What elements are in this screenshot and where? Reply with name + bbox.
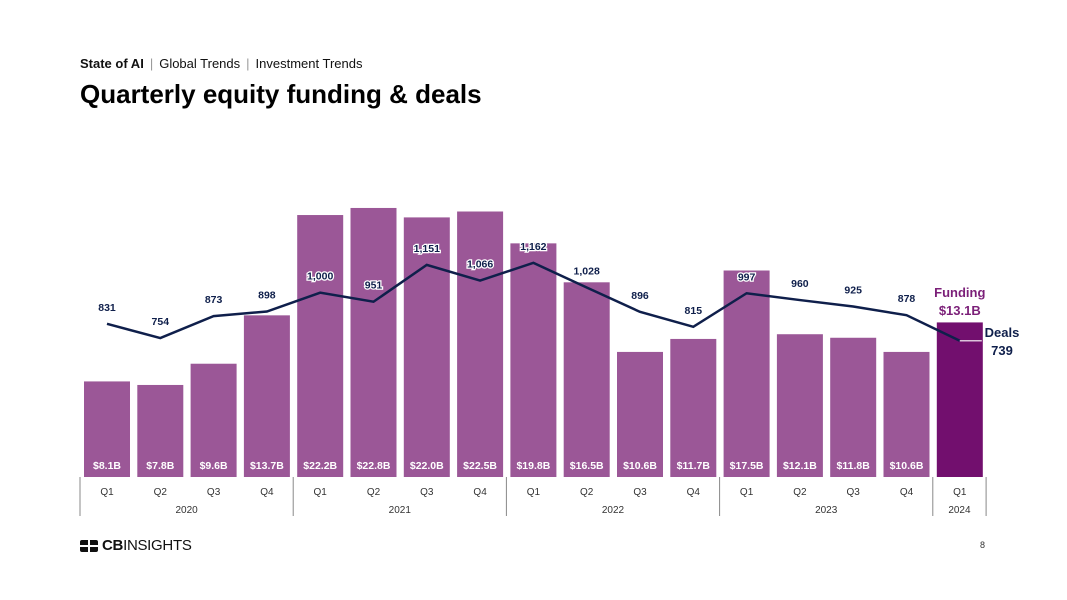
quarter-label: Q4	[473, 487, 487, 498]
funding-label: $17.5B	[730, 460, 764, 472]
funding-label: $9.6B	[200, 460, 228, 472]
cbinsights-logo: CBINSIGHTS	[80, 537, 192, 554]
funding-bar	[403, 217, 450, 477]
year-label: 2024	[948, 505, 971, 516]
year-label: 2023	[815, 505, 838, 516]
quarter-label: Q3	[847, 487, 861, 498]
quarter-label: Q2	[154, 487, 168, 498]
quarter-label: Q3	[207, 487, 221, 498]
breadcrumb-sub1[interactable]: Global Trends	[159, 56, 241, 71]
funding-label: $22.5B	[463, 460, 497, 472]
funding-label: $11.8B	[837, 460, 871, 472]
deals-label: 1,162	[520, 241, 546, 253]
funding-bar	[510, 243, 557, 477]
funding-bar	[457, 211, 504, 477]
funding-label: $10.6B	[623, 460, 657, 472]
deals-label: 878	[898, 293, 916, 305]
funding-bar	[776, 334, 823, 477]
quarter-label: Q1	[100, 487, 114, 498]
quarter-label: Q2	[580, 487, 594, 498]
funding-label: $12.1B	[783, 460, 817, 472]
quarter-label: Q2	[367, 487, 381, 498]
quarter-label: Q4	[900, 487, 914, 498]
breadcrumb-section[interactable]: State of AI	[80, 56, 144, 71]
breadcrumb-sub2[interactable]: Investment Trends	[255, 56, 363, 71]
funding-label: $19.8B	[516, 460, 550, 472]
quarter-label: Q3	[420, 487, 434, 498]
funding-label: $22.0B	[410, 460, 444, 472]
funding-label: $8.1B	[93, 460, 121, 472]
quarter-label: Q4	[687, 487, 701, 498]
funding-callout-title: Funding	[934, 285, 985, 300]
quarter-label: Q3	[633, 487, 647, 498]
deals-label: 1,000	[307, 271, 333, 283]
funding-label: $13.7B	[250, 460, 284, 472]
quarter-label: Q4	[260, 487, 274, 498]
deals-label: 815	[685, 305, 703, 317]
funding-bar	[563, 282, 610, 477]
deals-label: 898	[258, 289, 276, 301]
deals-label: 951	[365, 280, 383, 292]
funding-bar	[243, 315, 290, 477]
funding-bar	[670, 338, 717, 477]
funding-bar	[297, 215, 344, 478]
page-number: 8	[980, 540, 986, 550]
funding-bar	[617, 351, 663, 477]
quarter-label: Q1	[953, 487, 967, 498]
funding-bar	[190, 363, 237, 477]
deals-label: 1,066	[467, 259, 493, 271]
deals-label: 831	[98, 302, 116, 314]
deals-line	[106, 261, 961, 342]
funding-bar	[723, 270, 770, 477]
funding-callout-value: $13.1B	[939, 303, 981, 318]
quarter-label: Q1	[314, 487, 328, 498]
funding-label: $22.8B	[357, 460, 391, 472]
funding-bar	[84, 381, 130, 477]
funding-label: $10.6B	[890, 460, 924, 472]
funding-bar	[137, 384, 184, 477]
logo-icon	[80, 539, 98, 552]
year-label: 2021	[389, 505, 412, 516]
deals-label: 754	[152, 316, 170, 328]
deals-label: 997	[738, 271, 756, 283]
funding-label: $11.7B	[677, 460, 711, 472]
breadcrumb: State of AI | Global Trends | Investment Tre…	[80, 56, 363, 71]
quarter-label: Q1	[527, 487, 541, 498]
year-label: 2022	[602, 505, 625, 516]
funding-label: $22.2B	[303, 460, 337, 472]
deals-callout-value: 739	[991, 343, 1013, 358]
deals-label: 1,028	[574, 266, 600, 278]
funding-bar	[936, 322, 983, 477]
deals-callout-title: Deals	[985, 325, 1020, 340]
deals-label: 1,151	[414, 243, 440, 255]
deals-label: 925	[844, 285, 862, 297]
funding-label: $7.8B	[146, 460, 174, 472]
page-title: Quarterly equity funding & deals	[80, 79, 482, 109]
year-label: 2020	[175, 505, 198, 516]
quarter-label: Q2	[793, 487, 807, 498]
funding-bar	[350, 207, 397, 477]
deals-label: 960	[791, 278, 809, 290]
deals-label: 896	[631, 290, 649, 302]
funding-label: $16.5B	[570, 460, 604, 472]
quarter-label: Q1	[740, 487, 754, 498]
funding-bar	[883, 351, 930, 477]
funding-bar	[830, 337, 877, 477]
deals-label: 873	[205, 294, 223, 306]
